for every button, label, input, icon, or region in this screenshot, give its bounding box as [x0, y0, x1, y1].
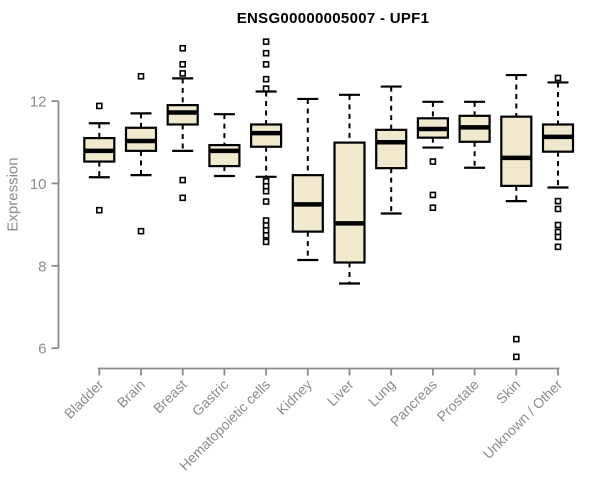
outlier-marker	[512, 353, 520, 361]
outlier-marker	[137, 227, 145, 235]
iqr-box	[333, 141, 366, 264]
outlier-marker	[262, 187, 270, 195]
outlier-marker	[554, 197, 562, 205]
outlier-marker	[262, 38, 270, 45]
iqr-box	[208, 143, 241, 168]
outlier-marker	[96, 206, 103, 214]
outlier-marker	[554, 233, 562, 241]
outlier-marker	[179, 176, 186, 184]
outlier-marker	[262, 49, 270, 57]
outlier-marker	[262, 61, 270, 68]
y-tick-label: 6	[38, 341, 46, 358]
outlier-marker	[179, 70, 186, 77]
y-tick-label: 8	[38, 258, 46, 275]
chart-title: ENSG00000005007 - UPF1	[236, 10, 430, 27]
iqr-box	[375, 128, 408, 170]
x-tick-label: Unknown / Other	[480, 376, 566, 462]
boxplot-unknown-other	[541, 74, 575, 251]
outlier-marker	[429, 158, 437, 165]
x-tick-label: Prostate	[434, 376, 482, 424]
x-tick-label: Bladder	[61, 376, 107, 422]
outlier-marker	[137, 72, 145, 80]
outlier-marker	[554, 243, 562, 251]
outlier-marker	[262, 75, 270, 83]
iqr-box	[166, 104, 199, 126]
outlier-marker	[429, 191, 437, 199]
outlier-marker	[554, 205, 562, 213]
boxplot-prostate	[458, 100, 491, 169]
x-tick-label: Lung	[365, 376, 398, 409]
boxplot-skin	[500, 73, 533, 361]
boxplot-breast	[166, 44, 199, 202]
x-tick-label: Breast	[150, 376, 190, 416]
x-tick-label: Kidney	[273, 376, 315, 418]
x-tick-label: Brain	[114, 376, 148, 410]
outlier-marker	[179, 61, 186, 68]
boxplot-pancreas	[416, 100, 449, 212]
boxplot-lung	[375, 85, 408, 215]
boxplot-kidney	[291, 97, 324, 262]
outlier-marker	[512, 335, 520, 343]
outlier-marker	[262, 238, 270, 246]
boxplot-bladder	[83, 102, 116, 214]
outlier-marker	[554, 221, 562, 229]
y-axis-label: Expression	[4, 157, 22, 232]
outlier-marker	[262, 85, 270, 92]
outlier-marker	[262, 198, 270, 205]
outlier-marker	[179, 44, 186, 52]
x-tick-label: Liver	[324, 376, 357, 409]
x-tick-label: Skin	[493, 376, 524, 407]
outlier-marker	[554, 74, 562, 82]
boxplot-liver	[333, 93, 366, 285]
outlier-marker	[429, 204, 437, 212]
boxplot-gastric	[208, 113, 241, 178]
outlier-marker	[262, 232, 270, 239]
outlier-marker	[96, 102, 103, 110]
iqr-box	[250, 123, 283, 148]
boxplot-brain	[124, 72, 158, 235]
iqr-box	[500, 115, 533, 187]
y-tick-label: 10	[30, 176, 47, 193]
outlier-marker	[179, 194, 186, 202]
y-tick-label: 12	[30, 94, 47, 111]
boxplot-hematopoietic-cells	[250, 38, 283, 246]
